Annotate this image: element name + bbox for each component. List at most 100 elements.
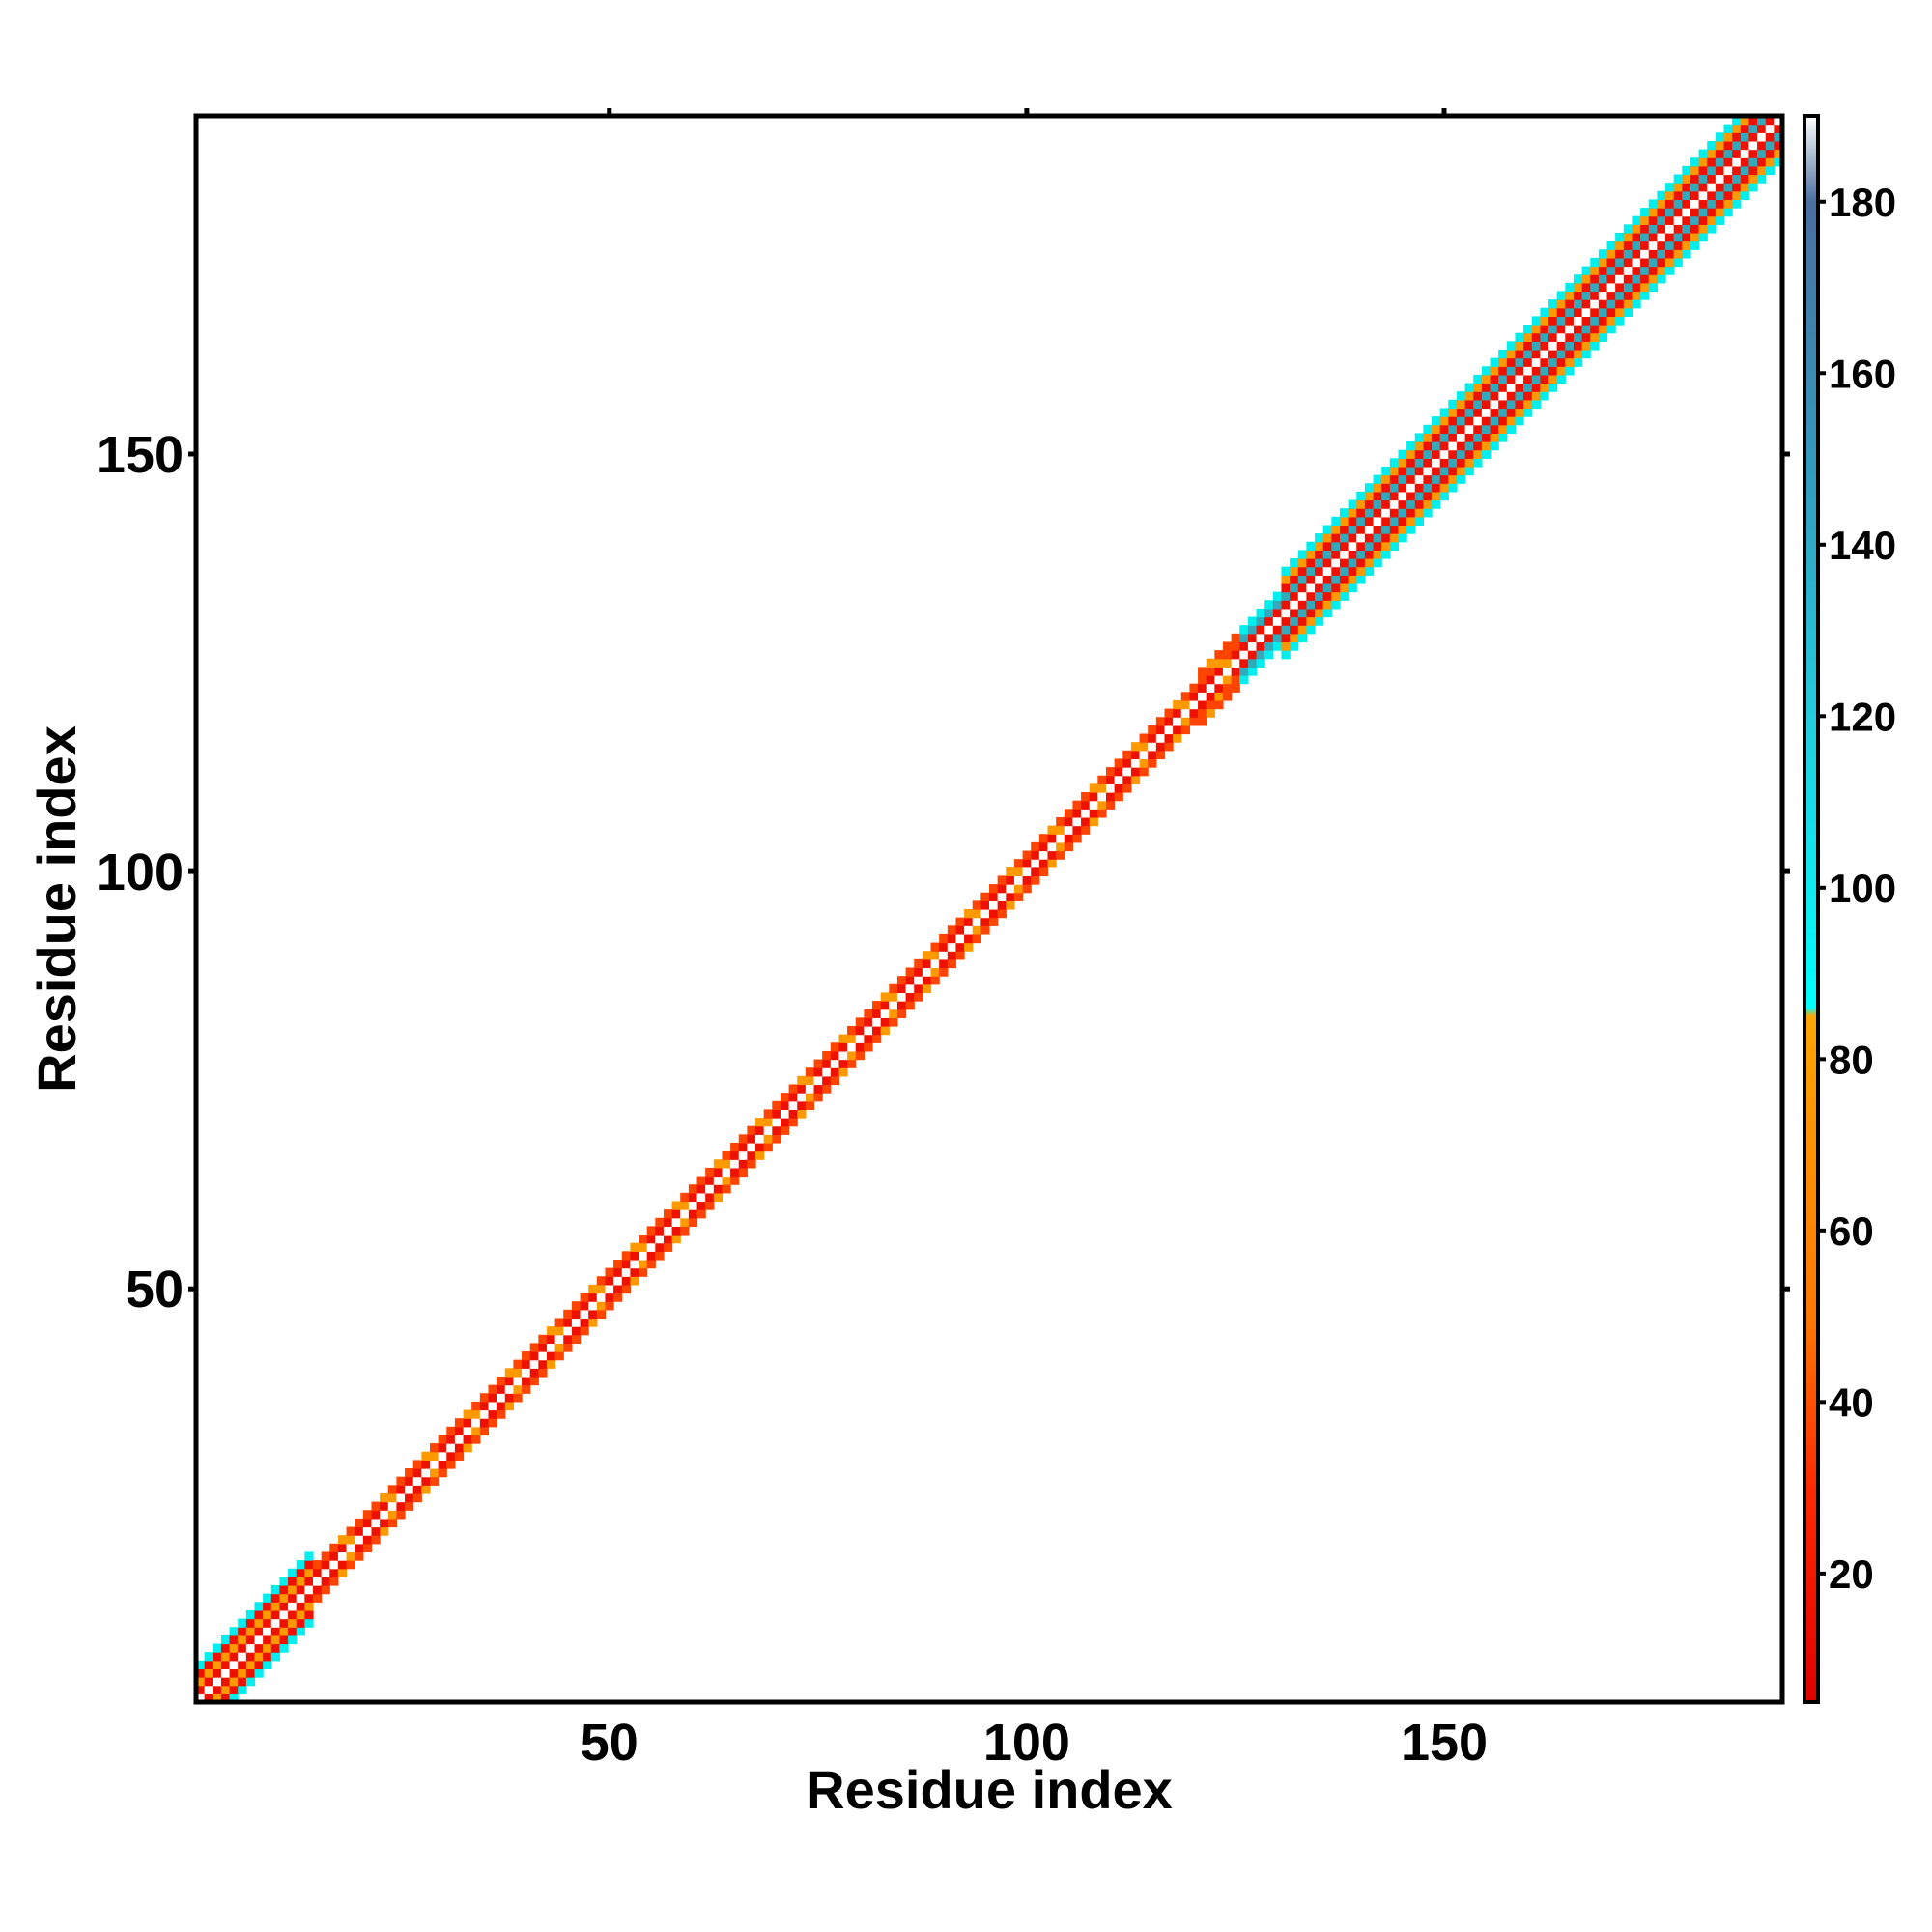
heatmap-cell bbox=[1506, 416, 1517, 426]
heatmap-cell bbox=[1432, 441, 1441, 451]
heatmap-cell bbox=[1339, 508, 1350, 518]
heatmap-cell bbox=[1723, 124, 1733, 133]
heatmap-cell bbox=[296, 1577, 305, 1586]
heatmap-cell bbox=[1506, 374, 1517, 384]
heatmap-cell bbox=[872, 1001, 882, 1010]
heatmap-cell bbox=[1565, 307, 1575, 318]
heatmap-cell bbox=[872, 1025, 882, 1036]
heatmap-cell bbox=[296, 1627, 305, 1636]
heatmap-cell bbox=[1648, 199, 1658, 209]
x-tick-label: 100 bbox=[983, 1714, 1070, 1772]
heatmap-cell bbox=[1398, 466, 1407, 476]
heatmap-cell bbox=[1097, 809, 1107, 818]
heatmap-cell bbox=[688, 1209, 698, 1219]
heatmap-cell bbox=[538, 1368, 548, 1378]
heatmap-cell bbox=[421, 1485, 431, 1494]
heatmap-cell bbox=[788, 1084, 798, 1094]
heatmap-cell bbox=[1406, 491, 1416, 501]
heatmap-cell bbox=[1272, 600, 1283, 610]
heatmap-cell bbox=[497, 1376, 506, 1386]
heatmap-cell bbox=[680, 1192, 690, 1203]
heatmap-cell bbox=[1256, 625, 1265, 635]
heatmap-cell bbox=[1222, 683, 1233, 693]
heatmap-cell bbox=[1632, 274, 1641, 284]
heatmap-cell bbox=[288, 1585, 298, 1595]
heatmap-cell bbox=[1540, 391, 1549, 401]
heatmap-cell bbox=[1406, 508, 1416, 518]
heatmap-cell bbox=[454, 1435, 465, 1444]
heatmap-cell bbox=[939, 967, 949, 977]
heatmap-cell bbox=[1598, 325, 1608, 334]
heatmap-cell bbox=[972, 909, 981, 919]
heatmap-cell bbox=[1698, 208, 1708, 217]
heatmap-cell bbox=[1581, 316, 1591, 326]
heatmap-cell bbox=[1740, 132, 1750, 142]
heatmap-cell bbox=[1531, 399, 1541, 410]
heatmap-cell bbox=[872, 1034, 882, 1043]
heatmap-cell bbox=[1581, 341, 1591, 351]
heatmap-cell bbox=[1389, 499, 1400, 509]
heatmap-cell bbox=[1523, 332, 1533, 342]
heatmap-cell bbox=[1531, 325, 1541, 334]
heatmap-cell bbox=[1632, 241, 1641, 250]
heatmap-cell bbox=[522, 1351, 531, 1361]
heatmap-cell bbox=[1064, 834, 1074, 843]
heatmap-cell bbox=[1573, 357, 1583, 367]
heatmap-cell bbox=[1715, 190, 1725, 201]
heatmap-cell bbox=[387, 1518, 398, 1528]
heatmap-cell bbox=[705, 1192, 715, 1203]
heatmap-cell bbox=[355, 1551, 364, 1561]
heatmap-cell bbox=[1707, 199, 1717, 209]
heatmap-cell bbox=[337, 1543, 348, 1553]
heatmap-cell bbox=[1448, 408, 1458, 417]
heatmap-cell bbox=[497, 1409, 506, 1419]
heatmap-cell bbox=[220, 1634, 231, 1645]
heatmap-cell bbox=[1665, 266, 1675, 275]
heatmap-cell bbox=[1748, 124, 1758, 133]
heatmap-cell bbox=[279, 1627, 289, 1636]
heatmap-cell bbox=[1590, 299, 1600, 309]
heatmap-cell bbox=[1615, 299, 1625, 309]
colorbar-tick-label: 80 bbox=[1829, 1037, 1874, 1082]
heatmap-cell bbox=[1590, 274, 1600, 284]
heatmap-cell bbox=[964, 909, 974, 919]
heatmap-cell bbox=[479, 1409, 490, 1419]
heatmap-cell bbox=[270, 1634, 281, 1645]
colorbar-gradient bbox=[1803, 114, 1820, 1704]
heatmap-cell bbox=[1423, 466, 1433, 476]
heatmap-cell bbox=[1130, 742, 1141, 752]
heatmap-cell bbox=[220, 1693, 231, 1703]
heatmap-cell bbox=[1231, 675, 1240, 685]
colorbar-tick-label: 180 bbox=[1829, 180, 1896, 225]
heatmap-cell bbox=[1615, 307, 1625, 318]
heatmap-cell bbox=[1623, 241, 1634, 250]
heatmap-cell bbox=[1239, 650, 1249, 660]
heatmap-cell bbox=[1515, 416, 1524, 426]
heatmap-cell bbox=[1398, 458, 1407, 468]
heatmap-cell bbox=[964, 917, 974, 926]
heatmap-cell bbox=[1331, 533, 1341, 543]
heatmap-cell bbox=[680, 1209, 690, 1219]
heatmap-cell bbox=[304, 1568, 314, 1577]
heatmap-cell bbox=[438, 1443, 447, 1453]
heatmap-cell bbox=[630, 1251, 639, 1261]
heatmap-cell bbox=[245, 1668, 256, 1678]
heatmap-cell bbox=[639, 1259, 648, 1269]
heatmap-cell bbox=[1765, 157, 1775, 167]
heatmap-cell bbox=[1180, 708, 1191, 718]
heatmap-cell bbox=[788, 1118, 798, 1127]
heatmap-cell bbox=[270, 1618, 281, 1628]
heatmap-cell bbox=[238, 1685, 247, 1694]
heatmap-cell bbox=[463, 1435, 472, 1444]
colorbar-tick-label: 120 bbox=[1829, 694, 1896, 739]
heatmap-cell bbox=[772, 1125, 781, 1135]
heatmap-cell bbox=[1306, 558, 1316, 568]
heatmap-cell bbox=[1432, 474, 1441, 484]
heatmap-cell bbox=[1381, 474, 1391, 484]
heatmap-cell bbox=[763, 1118, 773, 1127]
heatmap-cell bbox=[1406, 516, 1416, 526]
heatmap-cell bbox=[1072, 825, 1082, 835]
heatmap-cell bbox=[1214, 658, 1224, 668]
heatmap-cell bbox=[1648, 266, 1658, 275]
heatmap-cell bbox=[914, 992, 923, 1002]
